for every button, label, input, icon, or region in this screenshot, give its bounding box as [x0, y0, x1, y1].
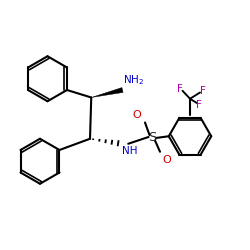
Text: F: F: [196, 100, 202, 110]
Polygon shape: [91, 88, 123, 98]
Text: S: S: [148, 131, 157, 144]
Text: O: O: [162, 155, 171, 165]
Text: NH: NH: [122, 146, 138, 156]
Text: F: F: [200, 86, 205, 96]
Text: F: F: [177, 84, 183, 94]
Text: O: O: [132, 110, 141, 120]
Text: NH$_2$: NH$_2$: [123, 74, 144, 88]
